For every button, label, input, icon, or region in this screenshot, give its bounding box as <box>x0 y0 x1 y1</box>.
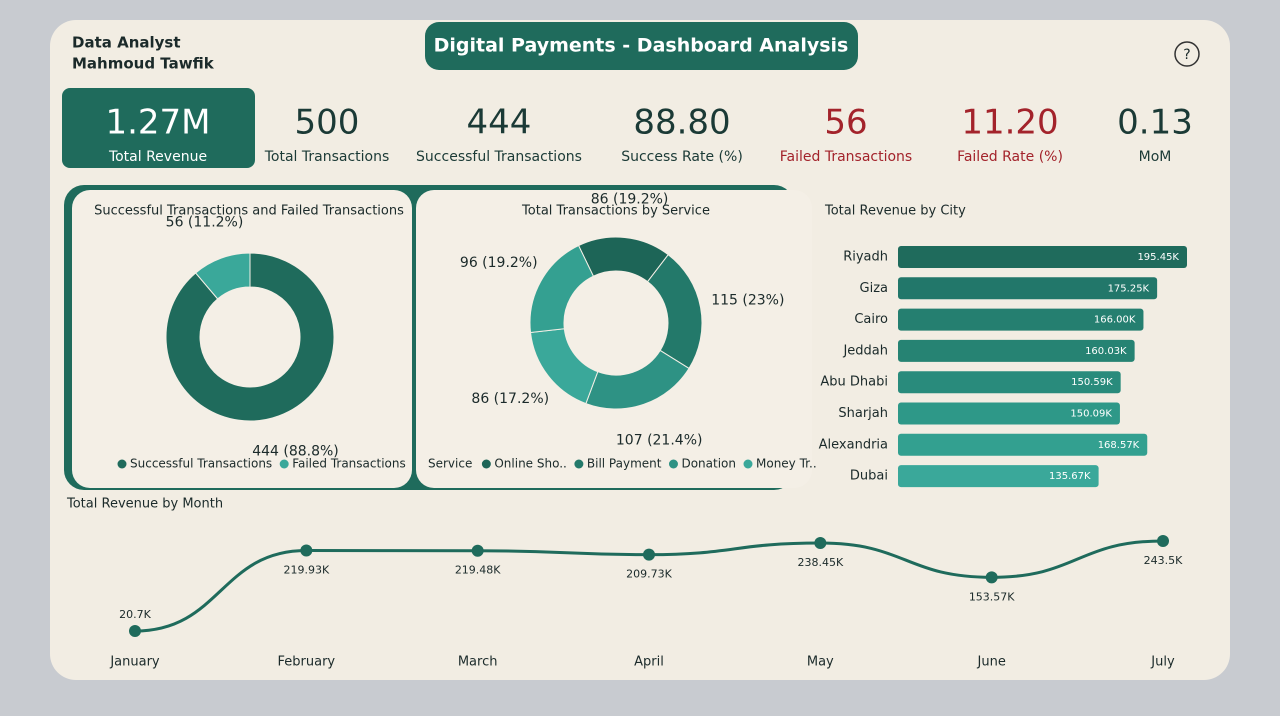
kpi-label: Success Rate (%) <box>621 149 743 165</box>
help-icon[interactable] <box>1174 41 1200 67</box>
bar <box>898 277 1158 300</box>
kpi-value: 88.80 <box>633 103 730 143</box>
category-label: Jeddah <box>842 343 888 358</box>
legend-swatch <box>481 459 491 469</box>
kpi-value: 11.20 <box>961 103 1058 143</box>
chart-title: Total Revenue by Month <box>66 497 223 512</box>
kpi-label: MoM <box>1139 149 1172 165</box>
kpi-value: 500 <box>295 103 360 143</box>
legend-title: Service <box>428 457 472 471</box>
category-label: Giza <box>860 281 888 296</box>
x-tick-label: March <box>458 655 498 670</box>
data-label: 150.59K <box>1071 377 1113 388</box>
data-label: 56 (11.2%) <box>166 214 244 230</box>
x-tick-label: May <box>807 655 834 670</box>
title-pill <box>425 22 858 70</box>
author-name: Mahmoud Tawfik <box>72 55 215 73</box>
kpi-value: 444 <box>467 103 532 143</box>
kpi-label: Failed Rate (%) <box>957 149 1063 165</box>
point <box>1157 535 1169 547</box>
kpi-label: Total Revenue <box>108 149 207 165</box>
chart-title: Total Transactions by Service <box>521 204 710 219</box>
donut-slice <box>194 252 251 300</box>
point <box>814 537 827 550</box>
data-label: 150.09K <box>1070 409 1112 420</box>
category-label: Sharjah <box>838 406 888 421</box>
point <box>985 571 998 584</box>
data-label: 115 (23%) <box>711 293 784 309</box>
category-label: Dubai <box>850 469 888 484</box>
data-label: 238.45K <box>797 556 843 569</box>
x-tick-label: July <box>1150 655 1175 670</box>
x-tick-label: April <box>634 655 664 670</box>
chart-title: Total Revenue by City <box>824 204 966 219</box>
bar <box>898 308 1144 331</box>
data-label: 219.48K <box>455 564 501 577</box>
donut-slice <box>529 244 595 334</box>
x-tick-label: January <box>109 655 160 670</box>
legend-label: Money Tr.. <box>756 457 817 471</box>
data-label: 444 (88.8%) <box>252 444 339 460</box>
category-label: Alexandria <box>819 437 888 452</box>
author-role: Data Analyst <box>72 34 181 52</box>
kpi-label: Total Transactions <box>264 149 390 165</box>
bar <box>898 246 1187 268</box>
legend-swatch <box>574 459 584 469</box>
legend-swatch <box>668 459 678 469</box>
x-tick-label: June <box>977 655 1006 670</box>
legend-label: Successful Transactions <box>130 457 272 471</box>
legend-label: Online Sho.. <box>494 457 567 471</box>
legend-swatch <box>279 459 289 469</box>
legend-label: Bill Payment <box>587 457 662 471</box>
kpi-highlight <box>62 88 255 168</box>
data-label: 96 (19.2%) <box>460 255 538 271</box>
category-label: Cairo <box>854 312 888 327</box>
data-label: 219.93K <box>283 564 329 577</box>
kpi-label: Successful Transactions <box>416 149 582 165</box>
category-label: Abu Dhabi <box>820 375 888 390</box>
data-label: 20.7K <box>119 608 151 621</box>
x-tick-label: February <box>278 655 336 670</box>
bar <box>898 433 1148 456</box>
point <box>129 625 141 637</box>
bar <box>898 402 1120 425</box>
data-label: 86 (17.2%) <box>471 391 549 407</box>
data-label: 86 (19.2%) <box>591 192 669 208</box>
data-label: 195.45K <box>1137 252 1179 263</box>
point <box>300 544 313 557</box>
chart-title: Successful Transactions and Failed Trans… <box>94 204 404 219</box>
data-label: 209.73K <box>626 568 672 581</box>
data-label: 175.25K <box>1108 283 1150 294</box>
kpi-value: 56 <box>824 103 867 143</box>
data-label: 168.57K <box>1098 440 1140 451</box>
kpi-value: 0.13 <box>1117 103 1193 143</box>
card <box>72 190 412 488</box>
data-label: 107 (21.4%) <box>616 432 703 448</box>
kpi-value: 1.27M <box>105 103 210 143</box>
bar <box>898 339 1135 362</box>
data-label: 243.5K <box>1144 554 1183 567</box>
category-label: Riyadh <box>843 250 888 265</box>
point <box>643 548 655 561</box>
title: Digital Payments - Dashboard Analysis <box>434 35 849 57</box>
bar <box>898 371 1121 394</box>
legend-swatch <box>117 459 127 469</box>
data-label: 166.00K <box>1094 315 1136 326</box>
legend-label: Failed Transactions <box>292 457 406 471</box>
kpi-label: Failed Transactions <box>780 149 912 165</box>
legend-label: Donation <box>681 457 736 471</box>
data-label: 160.03K <box>1085 346 1127 357</box>
legend-swatch <box>743 459 753 469</box>
card <box>416 190 812 488</box>
help-text[interactable]: ? <box>1183 47 1190 63</box>
point <box>471 544 484 557</box>
bar <box>898 465 1099 488</box>
data-label: 135.67K <box>1049 471 1091 482</box>
data-label: 153.57K <box>969 590 1015 603</box>
donut-slice <box>165 252 335 422</box>
